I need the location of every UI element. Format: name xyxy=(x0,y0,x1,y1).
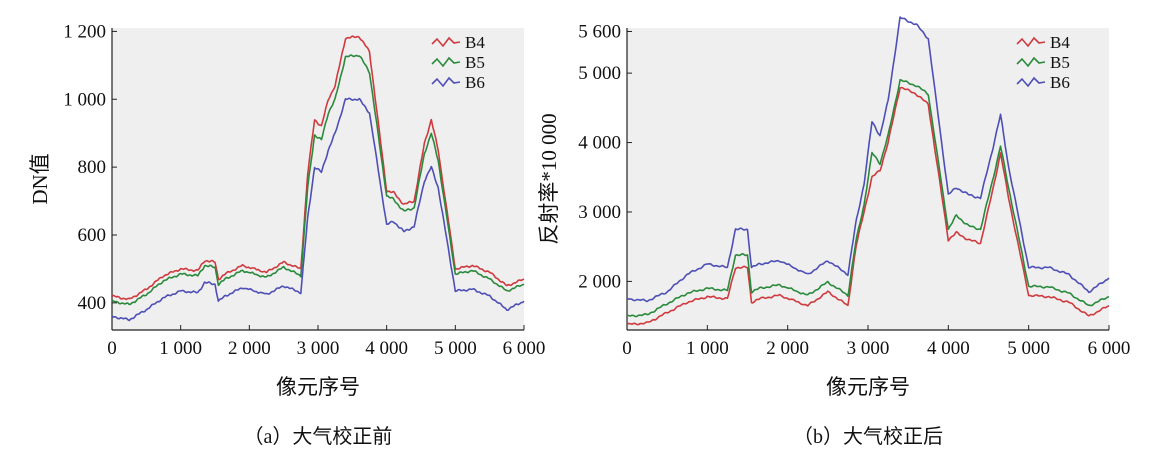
series-line-b6-b xyxy=(626,16,1110,303)
chart-panel-a: 0 1 000 2 000 3 000 4 000 5 000 6 000 400 600 800… xyxy=(28,21,545,448)
x-tick-label-a: 6 000 xyxy=(503,338,546,359)
y-tick-label-b: 3 000 xyxy=(578,202,621,223)
legend-swatch-b5-a xyxy=(431,56,461,68)
y-tick-label-b: 2 000 xyxy=(578,271,621,292)
y-tick-label-b: 5 600 xyxy=(578,21,621,42)
x-tick-label-a: 2 000 xyxy=(228,338,271,359)
y-tick-label-a: 600 xyxy=(78,225,107,246)
x-tick-label-b: 6 000 xyxy=(1088,338,1131,359)
series-line-b5-b xyxy=(626,79,1110,318)
x-tick-label-a: 4 000 xyxy=(365,338,408,359)
chart-panel-b: 0 1 000 2 000 3 000 4 000 5 000 6 000 2 000 3 00… xyxy=(537,16,1131,448)
x-axis-title-b: 像元序号 xyxy=(826,375,910,399)
x-tick-label-a: 1 000 xyxy=(159,338,202,359)
legend-swatch-b4-b xyxy=(1016,36,1046,48)
legend-swatch-b5-b xyxy=(1016,56,1046,68)
series-line-b4-b xyxy=(626,86,1110,326)
x-tick-label-a: 5 000 xyxy=(434,338,477,359)
legend-label-b6-b: B6 xyxy=(1050,73,1070,92)
y-tick-label-a: 1 200 xyxy=(63,21,106,42)
legend-swatch-b6-a xyxy=(431,76,461,88)
x-tick-label-b: 3 000 xyxy=(847,338,890,359)
series-line-b6-a xyxy=(111,97,525,322)
y-tick-label-b: 5 000 xyxy=(578,63,621,84)
x-tick-label-b: 1 000 xyxy=(686,338,729,359)
caption-a: （a）大气校正前 xyxy=(244,425,393,448)
x-tick-label-b: 2 000 xyxy=(766,338,809,359)
legend-label-b5-a: B5 xyxy=(465,53,485,72)
plot-contents-a: 0 1 000 2 000 3 000 4 000 5 000 6 000 400 600 800… xyxy=(63,21,545,359)
legend-swatch-b6-b xyxy=(1016,76,1046,88)
plot-contents-b: 0 1 000 2 000 3 000 4 000 5 000 6 000 2 000 3 00… xyxy=(578,16,1131,359)
legend-label-b4-b: B4 xyxy=(1050,33,1070,52)
x-tick-label-a: 0 xyxy=(107,338,117,359)
legend-label-b5-b: B5 xyxy=(1050,53,1070,72)
caption-b: （b）大气校正后 xyxy=(793,425,943,448)
legend-label-b6-a: B6 xyxy=(465,73,485,92)
series-line-b5-a xyxy=(111,54,525,306)
legend-label-b4-a: B4 xyxy=(465,33,485,52)
x-tick-label-b: 4 000 xyxy=(927,338,970,359)
x-tick-label-a: 3 000 xyxy=(297,338,340,359)
x-tick-label-b: 5 000 xyxy=(1007,338,1050,359)
x-tick-label-b: 0 xyxy=(622,338,632,359)
y-axis-title-a: DN值 xyxy=(28,153,52,204)
y-tick-label-a: 800 xyxy=(78,157,107,178)
y-axis-title-b: 反射率*10 000 xyxy=(537,113,561,244)
y-tick-label-b: 4 000 xyxy=(578,133,621,154)
legend-swatch-b4-a xyxy=(431,36,461,48)
x-axis-title-a: 像元序号 xyxy=(276,375,360,399)
plot-area-a xyxy=(112,28,524,330)
y-tick-label-a: 400 xyxy=(78,293,107,314)
y-tick-label-a: 1 000 xyxy=(63,89,106,110)
series-line-b4-a xyxy=(111,35,525,301)
